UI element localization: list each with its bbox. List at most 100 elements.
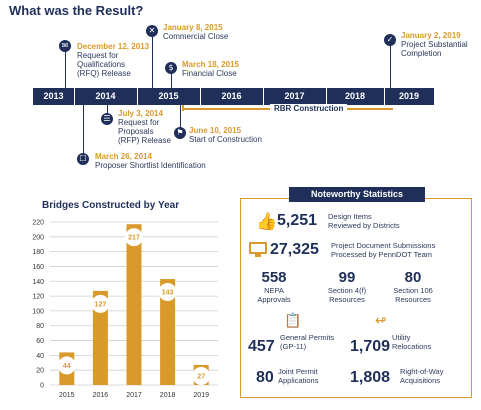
monitor-icon	[249, 242, 267, 254]
construction-event: June 10, 2015 Start of Construction	[189, 126, 262, 144]
rfp-desc: Request for	[118, 118, 160, 127]
nepa-value: 558	[261, 269, 287, 286]
submissions-value: 27,325	[270, 241, 319, 258]
submissions-desc: Project Document Submissions Processed b…	[331, 241, 436, 259]
section4f-desc: Section 4(f) Resources	[317, 286, 377, 304]
dollar-icon: $	[165, 62, 177, 74]
y-tick-label: 40	[36, 353, 44, 360]
year-2013: 2013	[33, 88, 74, 105]
x-tick-label: 2017	[126, 392, 142, 399]
desc-line: Project Document Submissions	[331, 241, 436, 250]
desc-line: Resources	[329, 294, 365, 304]
check-icon: ✓	[384, 34, 396, 46]
commercial-stem	[152, 30, 153, 88]
y-tick-label: 160	[32, 264, 44, 271]
data-label-badge	[57, 356, 76, 375]
y-tick-label: 0	[40, 383, 44, 390]
data-label-badge	[158, 283, 177, 302]
bar	[126, 224, 142, 385]
desc-line: Processed by PennDOT Team	[331, 249, 433, 259]
data-label: 143	[162, 290, 174, 297]
row-desc: Right-of-Way Acquisitions	[400, 367, 444, 385]
bridges-bar-chart: 0 20 40 60 80 100 120 140 160 180 200 220 44 2015 127 2…	[32, 220, 218, 399]
data-label-badge	[91, 294, 110, 313]
desc-line: Utility	[392, 333, 411, 342]
data-label: 217	[128, 235, 140, 242]
y-tick-label: 80	[36, 323, 44, 330]
design-items-desc: Design Items Reviewed by Districts	[328, 212, 400, 230]
substantial-desc: Project Substantial	[401, 40, 468, 49]
bar	[92, 290, 108, 385]
section106-desc: Section 106 Resources	[383, 286, 443, 304]
desc-line: NEPA	[264, 286, 284, 295]
desc-line: Resources	[395, 294, 431, 304]
shortlist-date: March 26, 2014	[95, 152, 152, 161]
bar	[160, 279, 176, 385]
financial-stem	[171, 72, 172, 88]
rfq-desc: Request for	[77, 51, 119, 60]
y-tick-label: 60	[36, 338, 44, 345]
year-2017: 2017	[263, 88, 326, 105]
y-tick-label: 220	[32, 220, 44, 227]
data-label-badge	[125, 228, 143, 247]
rfp-desc: Proposals	[118, 127, 154, 136]
section4f-value: 99	[338, 269, 356, 286]
desc-line: Section 106	[393, 286, 433, 295]
year-2015: 2015	[137, 88, 200, 105]
utility-icon: ↫	[375, 313, 387, 329]
thumbs-up-icon: 👍	[256, 212, 278, 232]
construction-date: June 10, 2015	[189, 126, 242, 135]
x-tick-label: 2018	[160, 392, 176, 399]
stats-header: Noteworthy Statistics	[289, 187, 425, 202]
rfp-date: July 3, 2014	[118, 109, 163, 118]
substantial-desc: Completion	[401, 49, 442, 58]
rfq-stem	[65, 44, 66, 88]
y-tick-label: 180	[32, 249, 44, 256]
worker-icon: ⚑	[174, 127, 186, 139]
chart-title: Bridges Constructed by Year	[42, 200, 180, 211]
y-tick-label: 140	[32, 279, 44, 286]
rfq-date: December 12, 2013	[77, 42, 150, 51]
desc-line: Relocations	[392, 341, 432, 351]
rfq-desc: (RFQ) Release	[77, 69, 131, 78]
page-title: What was the Result?	[9, 3, 144, 18]
design-items-value: 5,251	[277, 212, 318, 229]
megaphone-icon: ✉	[59, 40, 71, 52]
data-label: 127	[95, 301, 107, 308]
utility-value: 1,709	[350, 338, 391, 355]
financial-desc: Financial Close	[182, 69, 237, 78]
joint-permit-value: 80	[256, 369, 274, 386]
desc-line: Reviewed by Districts	[328, 220, 400, 230]
permit-icon: 📋	[284, 313, 302, 329]
desc-line: Right-of-Way	[400, 367, 444, 376]
nepa-desc: NEPA Approvals	[248, 286, 300, 304]
construction-desc: Start of Construction	[189, 135, 262, 144]
x-icon: ✕	[146, 25, 158, 37]
y-tick-label: 120	[32, 294, 44, 301]
desc-line: Approvals	[257, 294, 291, 304]
commercial-desc: Commercial Close	[163, 32, 229, 41]
data-label-badge	[192, 367, 211, 385]
desc-line: General Permits	[280, 333, 335, 342]
desc-line: (GP-11)	[280, 341, 307, 351]
x-tick-label: 2015	[59, 392, 75, 399]
substantial-event: January 2, 2019 Project Substantial Comp…	[401, 31, 468, 58]
shortlist-desc: Proposer Shortlist Identification	[95, 161, 206, 170]
y-tick-label: 20	[36, 368, 44, 375]
rbr-construction-label: RBR Construction	[270, 104, 348, 113]
utility-desc: Utility Relocations	[392, 333, 432, 351]
shortlist-stem	[83, 105, 84, 155]
rfq-event: December 12, 2013 Request for Qualificat…	[77, 42, 149, 78]
data-label: 44	[63, 363, 71, 370]
year-divider	[326, 88, 327, 105]
rbr-start-tick	[182, 105, 184, 111]
y-tick-label: 100	[32, 308, 44, 315]
rfp-stem	[107, 105, 108, 119]
substantial-stem	[390, 44, 391, 88]
joint-permit-desc: Joint Permit Applications	[278, 367, 318, 385]
rfq-desc: Qualifications	[77, 60, 126, 69]
desc-line: Design Items	[328, 212, 372, 221]
year-divider	[137, 88, 138, 105]
year-2019: 2019	[384, 88, 434, 105]
substantial-date: January 2, 2019	[401, 31, 461, 40]
